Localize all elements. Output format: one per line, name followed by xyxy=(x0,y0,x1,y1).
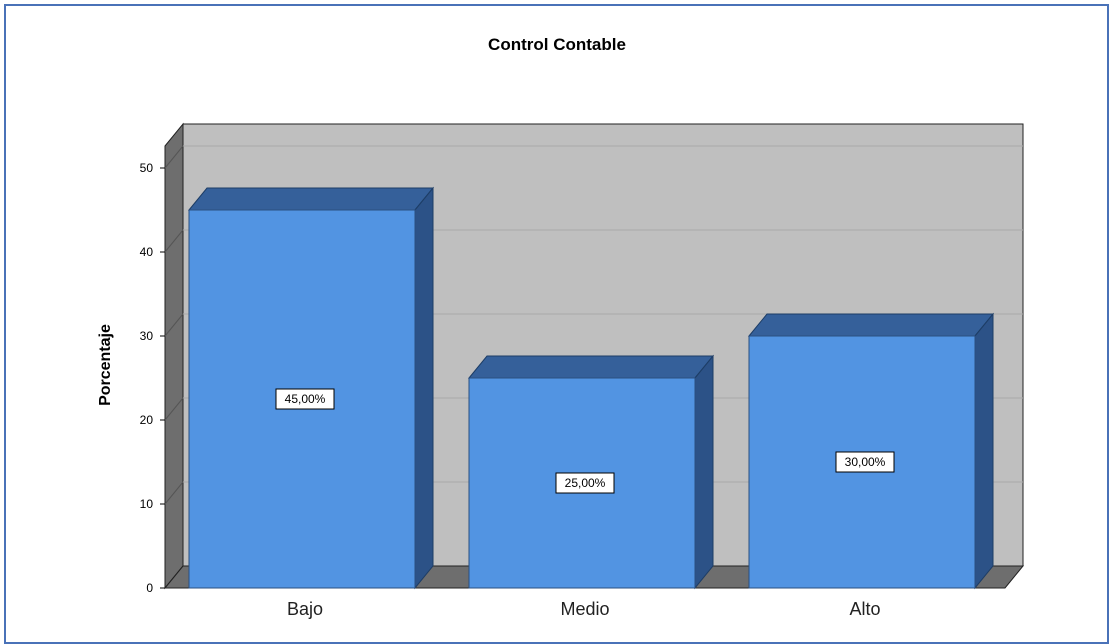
gridline-side xyxy=(164,145,184,169)
x-tick-label: Medio xyxy=(560,599,609,619)
data-label: 30,00% xyxy=(845,455,886,469)
x-axis-ticks: Bajo Medio Alto xyxy=(287,599,881,619)
bar-side xyxy=(414,186,434,590)
gridline-side xyxy=(164,313,184,337)
bars: 45,00% 25,00% 30,00% xyxy=(187,186,995,590)
chart-title: Control Contable xyxy=(488,35,626,54)
bar-chart: 45,00% 25,00% 30,00% 0 10 20 30 40 50 Bajo Medio… xyxy=(97,35,1025,619)
data-label-box xyxy=(555,472,615,494)
x-tick-label: Alto xyxy=(849,599,880,619)
y-tick-label: 50 xyxy=(140,161,154,175)
gridline-side xyxy=(164,397,184,421)
y-tick-label: 10 xyxy=(140,497,154,511)
x-tick-label: Bajo xyxy=(287,599,323,619)
data-label: 25,00% xyxy=(565,476,606,490)
y-tick-label: 0 xyxy=(146,581,153,595)
y-tick-label: 30 xyxy=(140,329,154,343)
bar xyxy=(748,335,976,589)
y-axis-label: Porcentaje xyxy=(97,324,114,406)
data-label-box xyxy=(835,451,895,473)
bar-top xyxy=(187,187,435,211)
y-tick-label: 40 xyxy=(140,245,154,259)
y-axis-ticks: 0 10 20 30 40 50 xyxy=(140,161,165,595)
bar-side xyxy=(694,354,714,590)
side-wall xyxy=(164,122,184,590)
y-tick-label: 20 xyxy=(140,413,154,427)
gridline-side xyxy=(164,229,184,253)
bar-top xyxy=(747,313,995,337)
bar-side xyxy=(974,312,994,590)
bar-top xyxy=(467,355,715,379)
data-label: 45,00% xyxy=(285,392,326,406)
gridline-side xyxy=(164,481,184,505)
data-label-box xyxy=(275,388,335,410)
